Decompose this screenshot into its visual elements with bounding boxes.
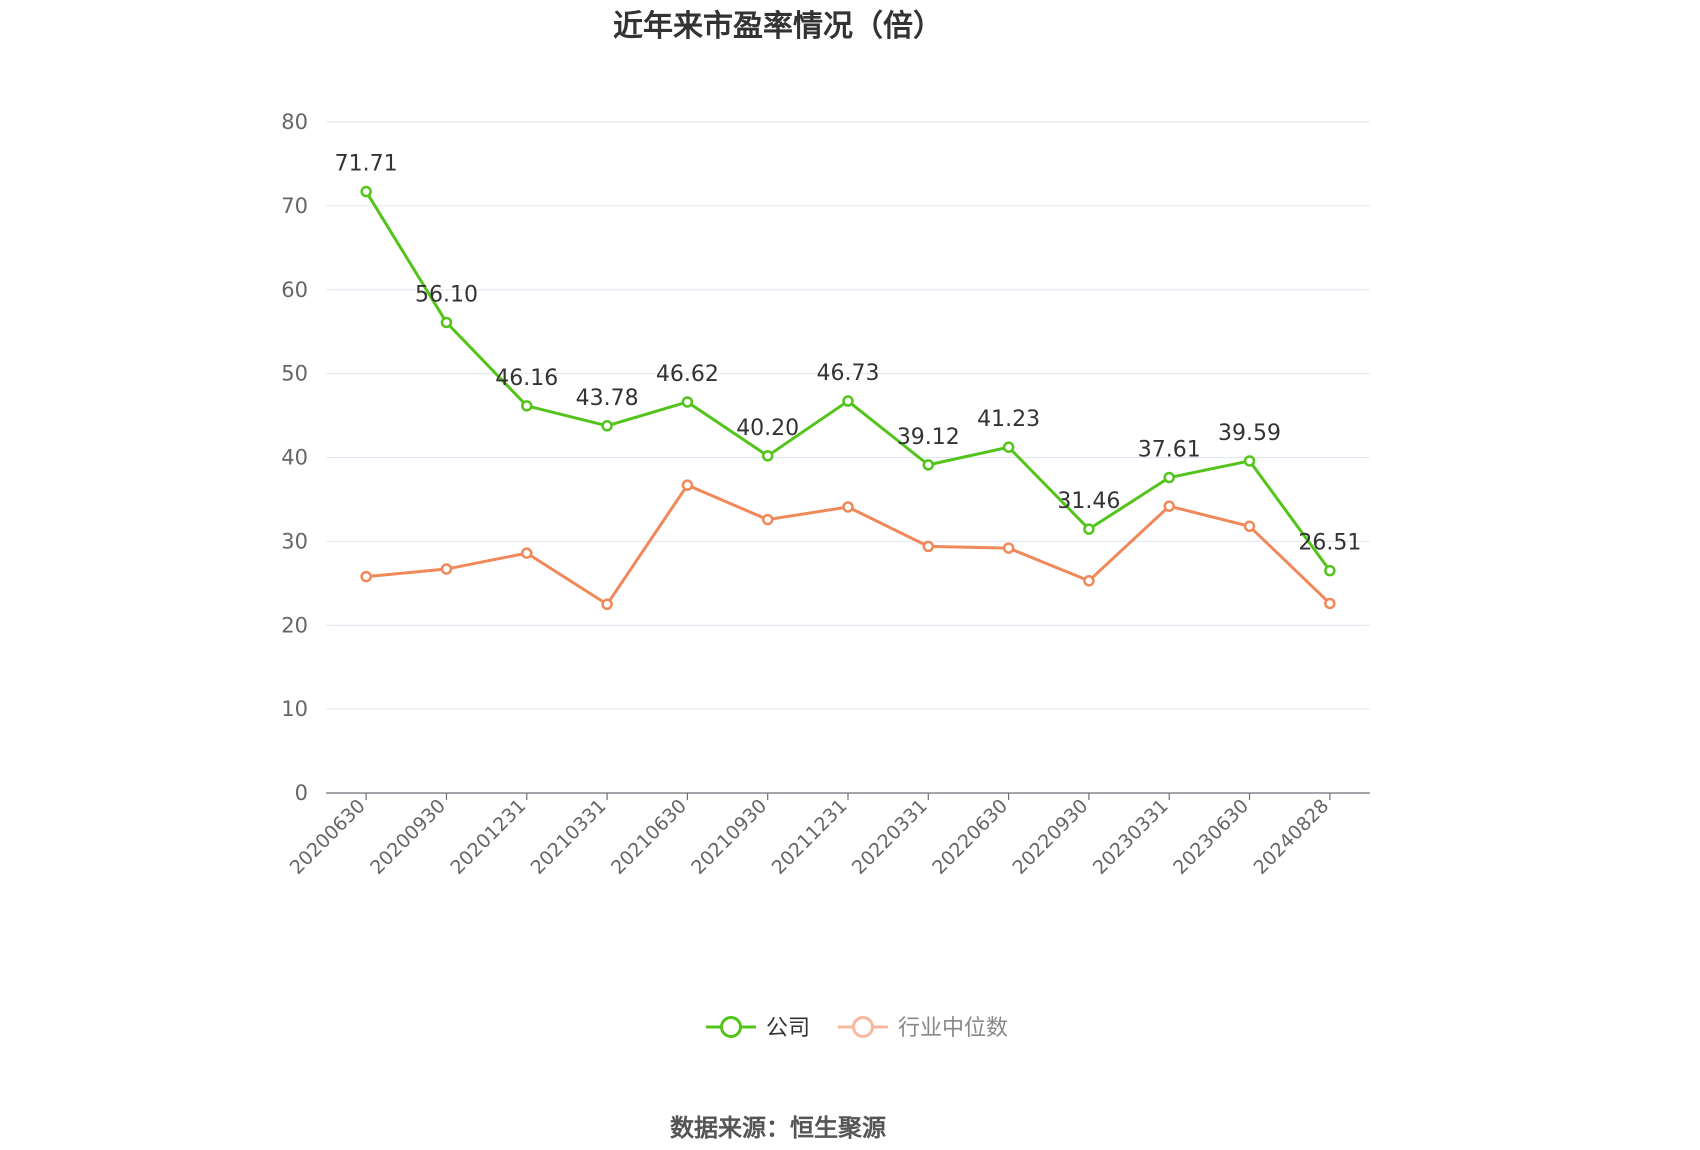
data-point-0 — [1243, 455, 1256, 467]
data-source: 数据来源：恒生聚源 — [670, 1114, 886, 1142]
series-layer — [360, 185, 1336, 611]
data-label: 39.59 — [1218, 421, 1281, 446]
data-label: 43.78 — [576, 386, 639, 411]
x-tick-label: 20230630 — [1169, 795, 1253, 879]
legend: 公司 行业中位数 — [706, 1016, 1008, 1041]
legend-marker — [852, 1016, 874, 1038]
y-tick-label: 10 — [281, 697, 308, 721]
x-tick-label: 20200930 — [366, 795, 450, 879]
y-tick-label: 40 — [281, 446, 308, 470]
data-point-1 — [1163, 500, 1175, 512]
x-tick-label: 20200630 — [286, 795, 370, 879]
x-tick-label: 20220930 — [1009, 795, 1093, 879]
y-tick-label: 20 — [281, 613, 308, 637]
data-point-0 — [601, 420, 613, 432]
x-tick-label: 20240828 — [1249, 795, 1333, 879]
data-label: 39.12 — [897, 425, 960, 450]
y-tick-label: 60 — [281, 278, 308, 302]
data-label: 46.62 — [656, 362, 719, 387]
data-point-0 — [842, 395, 854, 407]
data-point-0 — [681, 396, 694, 408]
x-tick-label: 20211231 — [768, 795, 852, 879]
y-axis: 0 10 20 30 40 50 60 70 80 — [281, 110, 308, 805]
x-tick-label: 20210630 — [607, 795, 691, 879]
legend-item-1[interactable]: 行业中位数 — [838, 1016, 1008, 1041]
data-point-0 — [1324, 564, 1336, 577]
data-point-0 — [922, 459, 935, 471]
data-point-1 — [842, 501, 854, 513]
data-label: 71.71 — [335, 152, 398, 177]
data-label: 56.10 — [415, 282, 478, 307]
data-point-1 — [761, 513, 774, 526]
data-label: 37.61 — [1138, 438, 1201, 463]
data-point-1 — [440, 563, 453, 575]
data-label: 41.23 — [977, 407, 1040, 432]
legend-item-0[interactable]: 公司 — [706, 1016, 810, 1041]
data-point-1 — [521, 547, 533, 559]
data-point-1 — [1243, 520, 1256, 533]
grid-lines — [326, 121, 1370, 710]
y-tick-label: 70 — [281, 194, 308, 218]
data-point-0 — [761, 450, 774, 462]
data-point-0 — [1083, 523, 1095, 535]
legend-label: 公司 — [766, 1016, 810, 1041]
data-point-0 — [1002, 441, 1015, 453]
data-label: 46.16 — [495, 366, 558, 391]
data-label: 31.46 — [1057, 489, 1120, 514]
data-point-1 — [1083, 575, 1095, 587]
y-tick-label: 80 — [281, 110, 308, 134]
data-point-1 — [1324, 597, 1336, 610]
data-label: 46.73 — [817, 361, 880, 386]
chart-title: 近年来市盈率情况（倍） — [613, 9, 943, 44]
legend-label: 行业中位数 — [898, 1016, 1008, 1041]
x-tick-label: 20201231 — [446, 795, 530, 879]
data-label: 26.51 — [1298, 531, 1361, 556]
data-point-0 — [1163, 471, 1175, 484]
x-tick-label: 20210930 — [687, 795, 771, 879]
x-tick-label: 20230331 — [1089, 795, 1173, 879]
x-tick-label: 20220630 — [928, 795, 1012, 879]
data-labels: 71.71 56.10 46.16 43.78 46.62 40.20 46.73 39.12… — [335, 152, 1362, 556]
data-point-0 — [360, 185, 372, 198]
x-tick-label: 20210331 — [527, 795, 611, 879]
y-tick-label: 0 — [295, 781, 308, 805]
x-axis: 2020063020200930202012312021033120210630… — [286, 792, 1370, 879]
data-point-0 — [521, 400, 533, 412]
data-point-1 — [681, 479, 694, 491]
legend-marker — [720, 1016, 742, 1038]
x-tick-label: 20220331 — [848, 795, 932, 879]
data-point-0 — [440, 316, 453, 329]
data-point-1 — [601, 598, 613, 611]
y-tick-label: 30 — [281, 529, 308, 553]
data-point-1 — [1002, 542, 1015, 554]
y-tick-label: 50 — [281, 362, 308, 386]
data-point-1 — [360, 570, 372, 583]
data-point-1 — [922, 540, 935, 553]
data-label: 40.20 — [736, 416, 799, 441]
